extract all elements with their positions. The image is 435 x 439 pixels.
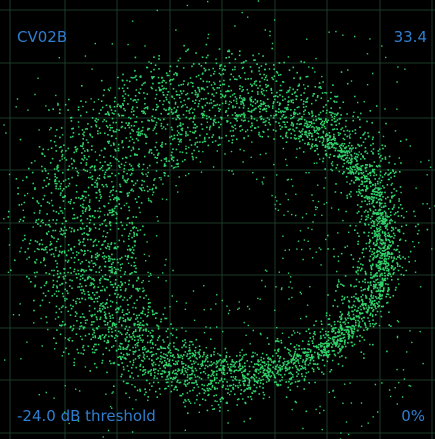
percent-label: 0% — [401, 407, 425, 425]
phase-trace — [3, 0, 435, 439]
peak-value: 33.4 — [393, 28, 427, 46]
trace-dots — [3, 0, 435, 439]
threshold-label: -24.0 dB threshold — [17, 407, 156, 425]
device-label: CV02B — [17, 28, 68, 46]
